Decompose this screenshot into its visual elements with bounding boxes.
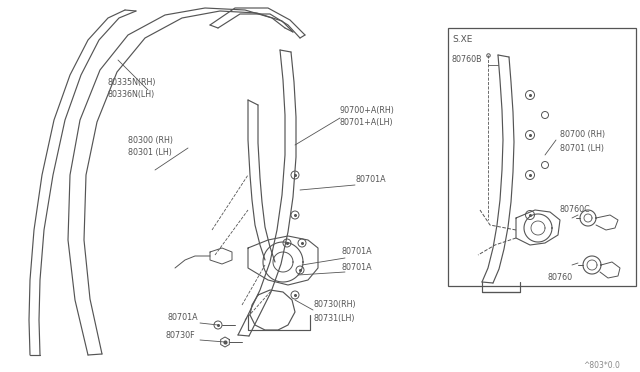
Text: 80701A: 80701A [355, 176, 386, 185]
Text: 80300 (RH): 80300 (RH) [128, 135, 173, 144]
Text: 80701A: 80701A [342, 263, 372, 272]
Text: 80760B: 80760B [452, 55, 483, 64]
Text: 80701+A(LH): 80701+A(LH) [340, 119, 394, 128]
Text: 80760: 80760 [548, 273, 573, 282]
Text: S.XE: S.XE [452, 35, 472, 45]
Text: 80731(LH): 80731(LH) [313, 314, 355, 323]
Bar [448, 28, 636, 286]
Text: 80730F: 80730F [166, 331, 196, 340]
Text: 80701 (LH): 80701 (LH) [560, 144, 604, 153]
Text: 80301 (LH): 80301 (LH) [128, 148, 172, 157]
Text: 80336N(LH): 80336N(LH) [108, 90, 156, 99]
Text: ^803*0.0: ^803*0.0 [583, 360, 620, 369]
Text: 90700+A(RH): 90700+A(RH) [340, 106, 395, 115]
Text: 80730(RH): 80730(RH) [313, 301, 356, 310]
Text: 80700 (RH): 80700 (RH) [560, 131, 605, 140]
Text: 80335N(RH): 80335N(RH) [108, 77, 157, 87]
Text: 80701A: 80701A [342, 247, 372, 257]
Text: 80701A: 80701A [168, 314, 198, 323]
Text: 80760C: 80760C [560, 205, 591, 215]
